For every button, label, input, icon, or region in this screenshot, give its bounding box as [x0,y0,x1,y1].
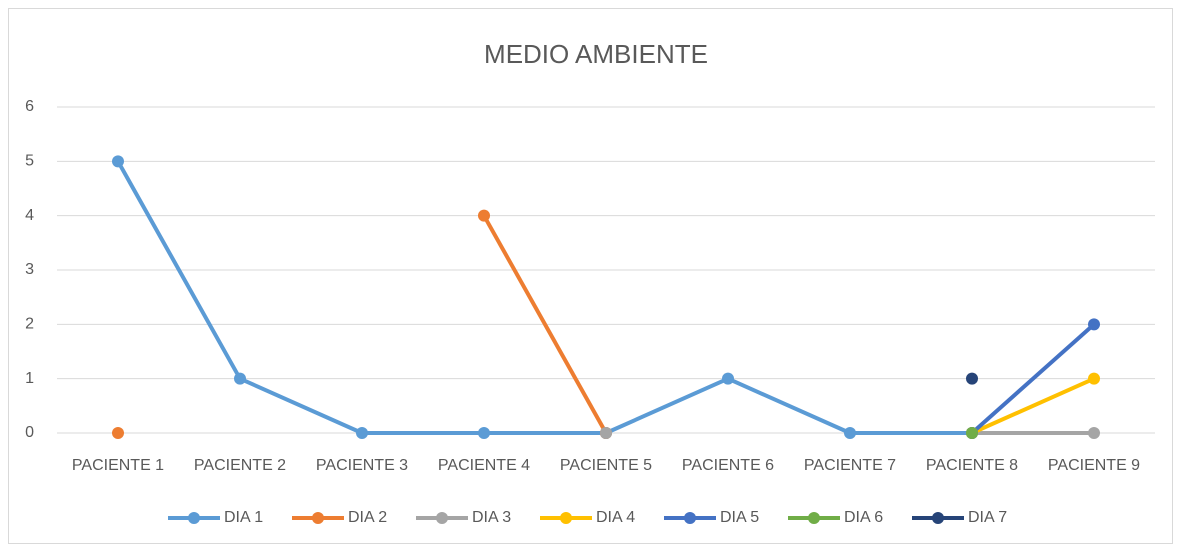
legend-marker [932,512,944,524]
x-tick-label: PACIENTE 5 [560,457,652,474]
point [600,427,612,439]
legend-label: DIA 3 [472,509,511,526]
legend-label: DIA 2 [348,509,387,526]
point [234,372,246,385]
x-tick-label: PACIENTE 8 [926,457,1018,474]
legend-marker [684,512,696,524]
point [478,427,490,439]
point [722,372,734,385]
x-tick-label: PACIENTE 7 [804,457,896,474]
point [478,209,490,222]
legend-label: DIA 5 [720,509,759,526]
point [1088,372,1100,385]
legend-label: DIA 7 [968,509,1007,526]
series-line [971,376,1095,435]
legend-marker [188,512,200,524]
legend-marker [808,512,820,524]
y-tick-label: 0 [25,424,34,441]
point [356,427,368,439]
legend-marker [312,512,324,524]
point [1088,427,1100,439]
point [112,155,124,168]
series-line [970,322,1096,435]
x-tick-label: PACIENTE 1 [72,457,164,474]
point [1088,318,1100,331]
x-tick-label: PACIENTE 4 [438,457,530,474]
series-line [482,214,608,434]
series-line [116,160,972,435]
chart-title: MEDIO AMBIENTE [484,39,708,69]
y-tick-label: 4 [25,207,34,224]
y-tick-label: 1 [25,370,34,387]
x-tick-label: PACIENTE 3 [316,457,408,474]
y-tick-label: 6 [25,98,34,115]
x-tick-label: PACIENTE 9 [1048,457,1140,474]
x-tick-label: PACIENTE 6 [682,457,774,474]
x-tick-label: PACIENTE 2 [194,457,286,474]
y-tick-label: 3 [25,261,34,278]
legend-label: DIA 4 [596,509,635,526]
y-tick-label: 5 [25,153,34,170]
point [112,427,124,439]
point [844,427,856,439]
legend-label: DIA 1 [224,509,263,526]
y-tick-label: 2 [25,316,34,333]
point [966,427,978,439]
point [966,372,978,385]
legend-label: DIA 6 [844,509,883,526]
chart-border [8,8,1173,544]
legend-marker [560,512,572,524]
legend-marker [436,512,448,524]
